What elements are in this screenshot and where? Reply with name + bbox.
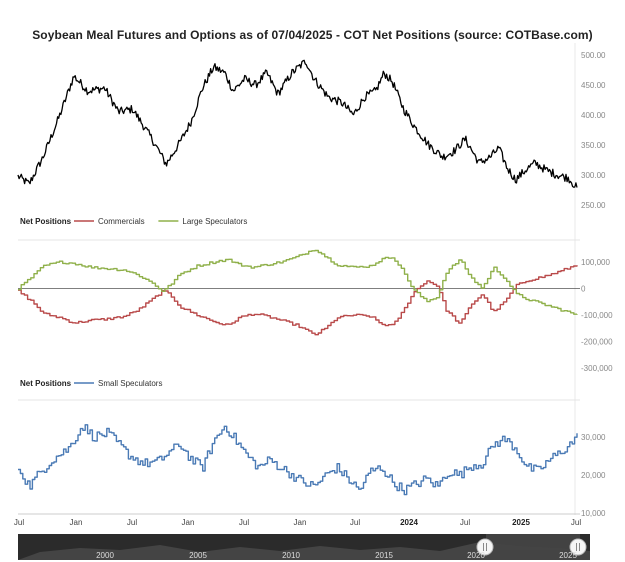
legend-title: Net Positions (20, 379, 72, 388)
navigator-handle-right[interactable] (569, 538, 587, 556)
series-line-small-speculators (18, 424, 578, 496)
y-tick-label: -200,000 (581, 338, 613, 347)
frame (18, 43, 580, 515)
x-tick-label: Jan (182, 518, 195, 527)
legend-item-label: Commercials (98, 217, 145, 226)
y-tick-label: 10,000 (581, 509, 606, 518)
y-tick-label: 30,000 (581, 433, 606, 442)
series-line-price (17, 59, 578, 188)
navigator-handle-left[interactable] (476, 538, 494, 556)
y-tick-label: 500.00 (581, 51, 606, 60)
x-tick-label: Jul (460, 518, 470, 527)
y-tick-label: 20,000 (581, 471, 606, 480)
y-tick-label: -100,000 (581, 311, 613, 320)
y-tick-label: -300,000 (581, 364, 613, 373)
legend-item-label: Small Speculators (98, 379, 162, 388)
chart-title: Soybean Meal Futures and Options as of 0… (32, 28, 593, 42)
y-tick-label: 300.00 (581, 171, 606, 180)
y-tick-label: 250.00 (581, 201, 606, 210)
series-line-commercials (18, 265, 578, 336)
y-tick-label: 450.00 (581, 81, 606, 90)
y-tick-label: 350.00 (581, 141, 606, 150)
y-tick-label: 400.00 (581, 111, 606, 120)
navigator-year-label: 2020 (467, 551, 485, 560)
navigator-year-label: 2015 (375, 551, 393, 560)
navigator-year-label: 2025 (559, 551, 577, 560)
y-tick-label: 100,000 (581, 258, 610, 267)
x-tick-label: Jan (294, 518, 307, 527)
legend-title: Net Positions (20, 217, 72, 226)
y-tick-label: 0 (581, 285, 586, 294)
x-tick-label: Jul (571, 518, 581, 527)
navigator-year-label: 2010 (282, 551, 300, 560)
navigator[interactable] (18, 534, 590, 560)
navigator-year-label: 2005 (189, 551, 207, 560)
x-tick-label: Jul (239, 518, 249, 527)
series-line-large-speculators (18, 249, 578, 315)
navigator-year-label: 2000 (96, 551, 114, 560)
x-tick-label: Jul (127, 518, 137, 527)
x-tick-label: Jul (14, 518, 24, 527)
legend-item-label: Large Speculators (182, 217, 247, 226)
x-tick-label: 2025 (512, 518, 530, 527)
chart-marks: 500.00 450.00 400.00 350.00 300.00 250.00 100,… (14, 51, 613, 560)
x-tick-label: 2024 (400, 518, 418, 527)
x-tick-label: Jul (350, 518, 360, 527)
x-tick-label: Jan (70, 518, 83, 527)
